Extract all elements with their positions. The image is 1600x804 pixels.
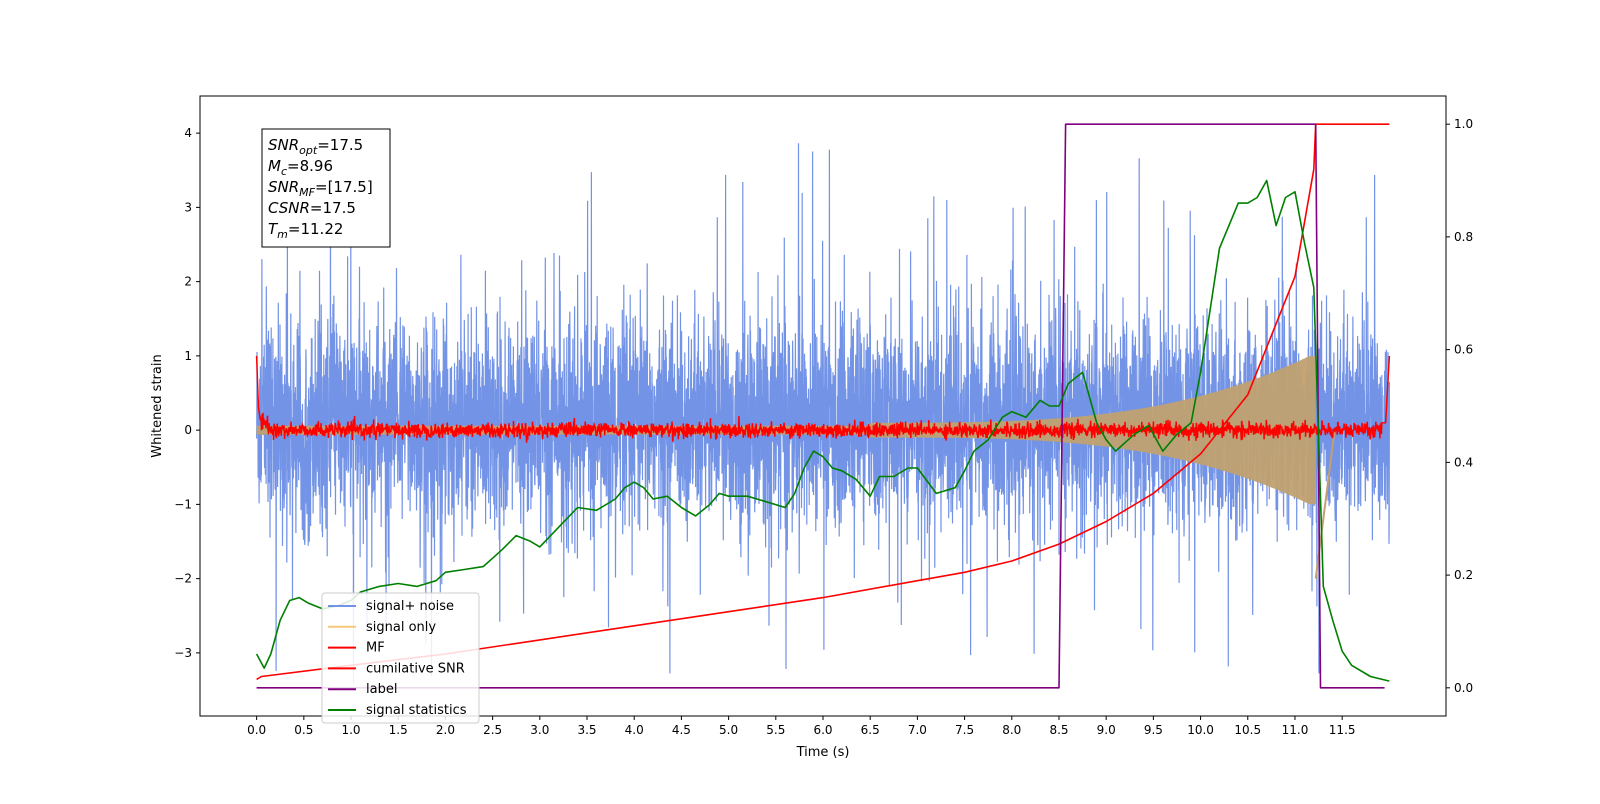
annotation-line: SNRMF=[17.5]: [268, 178, 373, 199]
x-axis: 0.0 0.5 1.0 1.5 2.0 2.5 3.0 3.5 4.0 4.5 5.0 5.5 6.0 6…: [247, 716, 1356, 737]
x-tick-label: 10.0: [1187, 723, 1214, 737]
y-axis-left: −3 −2 −1 0 1 2 3 4: [174, 126, 200, 660]
legend-label: signal+ noise: [366, 599, 454, 614]
x-tick-label: 1.5: [389, 723, 408, 737]
y-tick-label: −1: [174, 497, 192, 511]
legend-label: MF: [366, 641, 385, 656]
x-tick-label: 5.0: [719, 723, 738, 737]
series-mf: [255, 355, 1391, 443]
x-tick-label: 7.0: [908, 723, 927, 737]
x-tick-label: 11.5: [1329, 723, 1356, 737]
annotation-line: SNRopt=17.5: [268, 136, 363, 157]
y2-tick-label: 0.6: [1454, 343, 1473, 357]
x-tick-label: 10.5: [1234, 723, 1261, 737]
y2-tick-label: 0.2: [1454, 568, 1473, 582]
y-axis-label: Whitened strain: [150, 354, 165, 457]
x-tick-label: 2.5: [483, 723, 502, 737]
y-tick-label: −2: [174, 572, 192, 586]
x-tick-label: 6.0: [813, 723, 832, 737]
x-tick-label: 3.5: [577, 723, 596, 737]
x-tick-label: 0.0: [247, 723, 266, 737]
x-tick-label: 0.5: [294, 723, 313, 737]
legend-label: label: [366, 682, 397, 697]
y2-tick-label: 1.0: [1454, 117, 1473, 131]
annotation-line: Mc=8.96: [268, 157, 333, 178]
y-tick-label: 0: [184, 423, 192, 437]
annotation-line: CSNR=17.5: [268, 199, 356, 217]
x-tick-label: 4.5: [672, 723, 691, 737]
y2-tick-label: 0.0: [1454, 681, 1473, 695]
x-tick-label: 2.0: [436, 723, 455, 737]
y-tick-label: −3: [174, 646, 192, 660]
x-tick-label: 1.0: [341, 723, 360, 737]
x-tick-label: 7.5: [955, 723, 974, 737]
x-tick-label: 6.5: [861, 723, 880, 737]
y-tick-label: 2: [184, 275, 192, 289]
x-tick-label: 9.5: [1144, 723, 1163, 737]
y-axis-right: 0.0 0.2 0.4 0.6 0.8 1.0: [1446, 117, 1473, 695]
legend-label: signal statistics: [366, 703, 467, 718]
legend: signal+ noise signal only MF cumilative SNR…: [321, 592, 480, 724]
x-tick-label: 5.5: [766, 723, 785, 737]
y2-tick-label: 0.4: [1454, 455, 1473, 469]
series-signal-statistics: [255, 179, 1390, 682]
series-label: [256, 123, 1385, 689]
x-tick-label: 3.0: [530, 723, 549, 737]
legend-label: signal only: [366, 620, 436, 635]
y-tick-label: 1: [184, 349, 192, 363]
annotation-line: Tm=11.22: [268, 220, 343, 241]
legend-label: cumilative SNR: [366, 661, 465, 676]
x-tick-label: 8.0: [1002, 723, 1021, 737]
y2-tick-label: 0.8: [1454, 230, 1473, 244]
x-tick-label: 11.0: [1282, 723, 1309, 737]
x-tick-label: 4.0: [625, 723, 644, 737]
x-tick-label: 9.0: [1097, 723, 1116, 737]
x-axis-label: Time (s): [796, 745, 850, 760]
y-tick-label: 4: [184, 126, 192, 140]
x-tick-label: 8.5: [1049, 723, 1068, 737]
y-tick-label: 3: [184, 200, 192, 214]
